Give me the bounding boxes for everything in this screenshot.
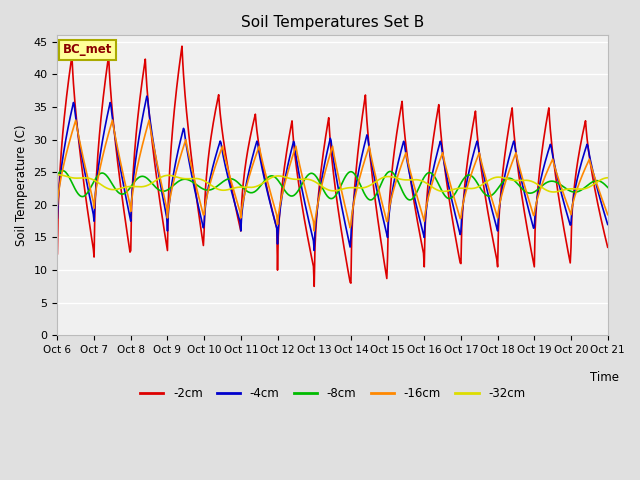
Text: BC_met: BC_met xyxy=(63,43,112,56)
Title: Soil Temperatures Set B: Soil Temperatures Set B xyxy=(241,15,424,30)
Legend: -2cm, -4cm, -8cm, -16cm, -32cm: -2cm, -4cm, -8cm, -16cm, -32cm xyxy=(135,382,530,404)
X-axis label: Time: Time xyxy=(589,372,619,384)
Y-axis label: Soil Temperature (C): Soil Temperature (C) xyxy=(15,125,28,246)
